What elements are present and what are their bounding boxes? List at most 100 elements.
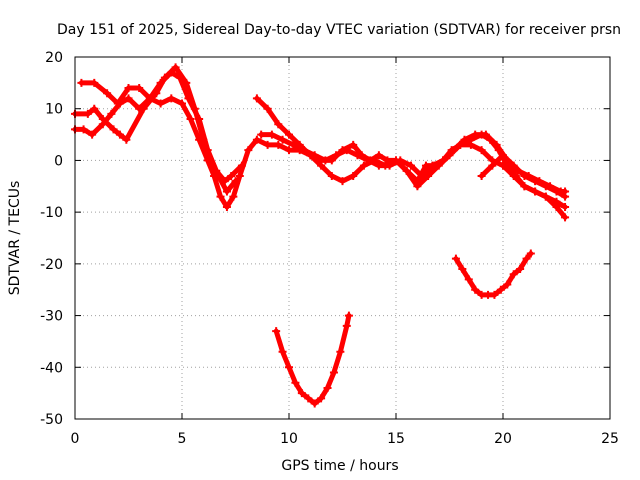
data-point — [175, 73, 184, 82]
data-point — [83, 109, 92, 118]
data-point — [413, 182, 422, 191]
data-point — [503, 280, 512, 289]
series-arc-3 — [71, 94, 570, 211]
data-point — [229, 192, 238, 201]
data-point — [274, 120, 283, 129]
data-point — [349, 140, 358, 149]
data-point — [338, 177, 347, 186]
data-point — [359, 161, 368, 170]
data-point — [344, 311, 353, 320]
data-point — [481, 130, 490, 139]
data-point — [263, 140, 272, 149]
ticks: 0 5 10 15 20 25 -50 -40 -30 -20 -10 0 10 20 — [40, 50, 619, 447]
data-point — [509, 171, 518, 180]
data-point — [310, 399, 319, 408]
data-point — [167, 68, 176, 77]
data-point — [488, 161, 497, 170]
data-point — [195, 115, 204, 124]
data-point — [526, 249, 535, 258]
data-point — [252, 135, 261, 144]
y-tick-label: 20 — [45, 50, 63, 66]
data-point — [449, 146, 458, 155]
data-point — [285, 130, 293, 139]
data-point — [304, 394, 313, 403]
data-point — [103, 89, 112, 98]
data-point — [77, 78, 86, 87]
plot-frame — [74, 56, 611, 420]
data-point — [353, 151, 362, 160]
data-point — [417, 171, 426, 180]
data-point — [186, 115, 195, 124]
data-point — [317, 161, 326, 170]
y-tick-label: -20 — [40, 257, 63, 273]
data-point — [396, 156, 405, 165]
data-point — [458, 265, 467, 274]
data-point — [145, 94, 154, 103]
data-point — [285, 146, 293, 155]
data-point — [216, 192, 225, 201]
series-trace — [72, 95, 568, 210]
chart-title: Day 151 of 2025, Sidereal Day-to-day VTE… — [57, 22, 621, 38]
data-point — [122, 135, 131, 144]
data-point — [499, 161, 507, 170]
series-trace — [273, 313, 352, 406]
data-point — [471, 130, 480, 139]
y-tick-label: -40 — [40, 360, 63, 376]
x-axis-label: GPS time / hours — [281, 458, 398, 474]
data-point — [561, 213, 570, 222]
data-point — [531, 187, 540, 196]
data-point — [402, 166, 411, 175]
data-point — [178, 99, 186, 108]
data-point — [278, 135, 287, 144]
x-tick-label: 25 — [601, 431, 619, 447]
data-point — [184, 94, 193, 103]
data-point — [522, 254, 531, 263]
x-tick-label: 0 — [71, 431, 80, 447]
series-arc-7 — [451, 249, 535, 299]
data-point — [210, 171, 219, 180]
data-point — [167, 94, 176, 103]
data-point — [285, 363, 293, 372]
data-point — [336, 347, 345, 356]
series-trace — [78, 70, 238, 194]
data-point — [496, 285, 505, 294]
data-point — [263, 104, 272, 113]
data-point — [451, 254, 460, 263]
data-point — [88, 130, 97, 139]
data-point — [439, 156, 448, 165]
data-point — [107, 109, 116, 118]
data-point — [317, 394, 326, 403]
series-trace — [453, 251, 534, 298]
data-point — [332, 151, 341, 160]
data-point — [516, 265, 525, 274]
data-point — [203, 156, 212, 165]
data-point — [499, 151, 507, 160]
series-arc-8 — [477, 151, 570, 201]
y-tick-label: -30 — [40, 309, 63, 325]
y-tick-label: -10 — [40, 205, 63, 221]
y-tick-label: 0 — [54, 153, 63, 169]
x-tick-label: 10 — [280, 431, 298, 447]
data-point — [520, 171, 529, 180]
data-point — [272, 327, 281, 336]
data-point — [299, 146, 308, 155]
data-point — [90, 104, 99, 113]
data-point — [291, 378, 300, 387]
series-arc-4 — [252, 94, 570, 222]
y-tick-label: 10 — [45, 102, 63, 118]
data-point — [321, 156, 330, 165]
data-point — [342, 146, 351, 155]
series-arc-6 — [272, 311, 353, 408]
data-point — [541, 182, 550, 191]
data-point — [477, 146, 486, 155]
data-point — [171, 63, 180, 72]
data-point — [257, 130, 266, 139]
data-point — [135, 84, 144, 93]
data-point — [406, 161, 415, 170]
data-point — [428, 161, 437, 170]
data-point — [135, 104, 144, 113]
data-point — [490, 290, 499, 299]
data-point — [509, 270, 518, 279]
data-point — [471, 285, 480, 294]
